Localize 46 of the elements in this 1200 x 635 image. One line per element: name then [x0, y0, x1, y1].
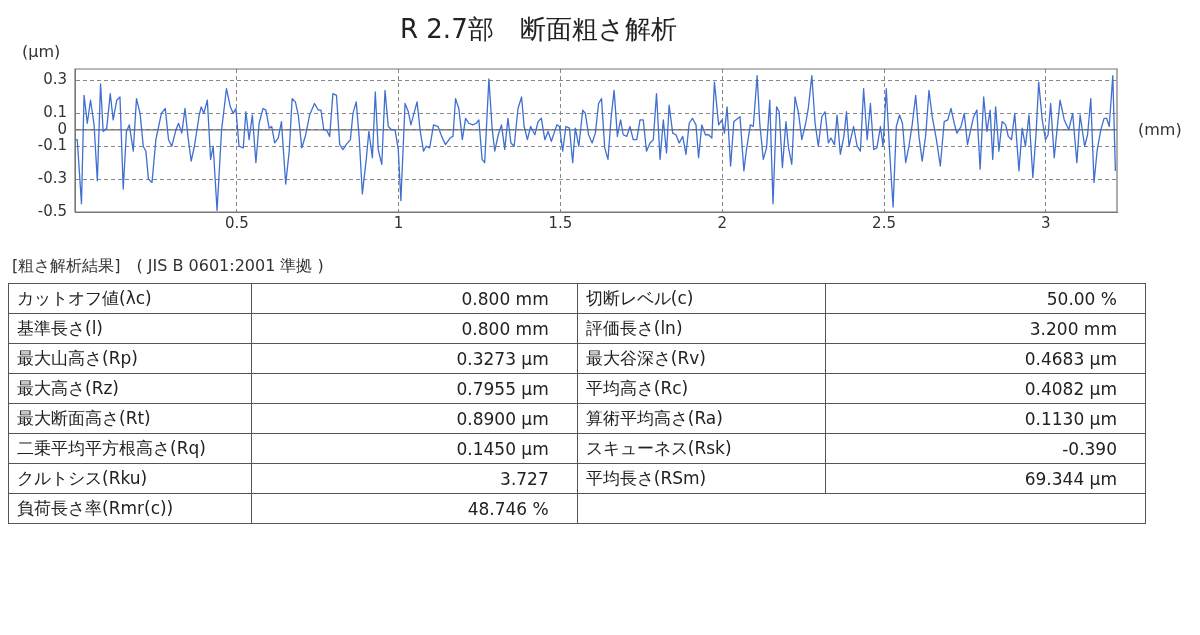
x-axis-title: (mm)	[1138, 120, 1182, 139]
chart-title: R 2.7部 断面粗さ解析	[400, 13, 677, 46]
text: 切断レベル(c)	[577, 283, 826, 314]
text: 二乗平均平方根高さ(Rq)	[8, 433, 252, 464]
text: 最大高さ(Rz)	[8, 373, 252, 404]
y-axis-title: (μm)	[22, 42, 61, 61]
text: 基準長さ(l)	[8, 313, 252, 344]
text: 0.8900 μm	[251, 403, 578, 434]
x-tick-label: 3	[1041, 213, 1051, 232]
x-tick-label: 2	[717, 213, 727, 232]
text: カットオフ値(λc)	[8, 283, 252, 314]
text: 69.344 μm	[825, 463, 1146, 494]
text: 平均高さ(Rc)	[577, 373, 826, 404]
text: 0.3273 μm	[251, 343, 578, 374]
text: 50.00 %	[825, 283, 1146, 314]
x-tick-label: 2.5	[872, 213, 896, 232]
x-tick-label: 0.5	[224, 213, 249, 232]
y-tick-label: -0.5	[37, 201, 67, 220]
text: 最大山高さ(Rp)	[8, 343, 252, 374]
text: 0.4082 μm	[825, 373, 1146, 404]
text: 最大谷深さ(Rv)	[577, 343, 826, 374]
text: 0.7955 μm	[251, 373, 578, 404]
text: 0.1130 μm	[825, 403, 1146, 434]
text: 0.800 mm	[251, 283, 578, 314]
text: 負荷長さ率(Rmr(c))	[8, 493, 252, 524]
text: 算術平均高さ(Ra)	[577, 403, 826, 434]
text: -0.390	[825, 433, 1146, 464]
y-tick-label: 0.3	[43, 70, 67, 89]
text: 評価長さ(ln)	[577, 313, 826, 344]
y-tick-label: 0	[57, 119, 67, 138]
text: スキューネス(Rsk)	[577, 433, 826, 464]
text: 3.200 mm	[825, 313, 1146, 344]
text: 0.800 mm	[251, 313, 578, 344]
text: [粗さ解析結果] ( JIS B 0601:2001 準拠 )	[12, 256, 325, 277]
y-tick-label: 0.1	[43, 103, 67, 122]
text: 3.727	[251, 463, 578, 494]
text: クルトシス(Rku)	[8, 463, 252, 494]
text: 平均長さ(RSm)	[577, 463, 826, 494]
text: 48.746 %	[251, 493, 578, 524]
y-tick-label: -0.3	[37, 169, 67, 188]
x-tick-label: 1.5	[548, 213, 573, 232]
y-tick-label: -0.1	[37, 136, 67, 155]
x-tick-label: 1	[393, 213, 404, 232]
text: 0.4683 μm	[825, 343, 1146, 374]
text: 最大断面高さ(Rt)	[8, 403, 252, 434]
text: 0.1450 μm	[251, 433, 578, 464]
